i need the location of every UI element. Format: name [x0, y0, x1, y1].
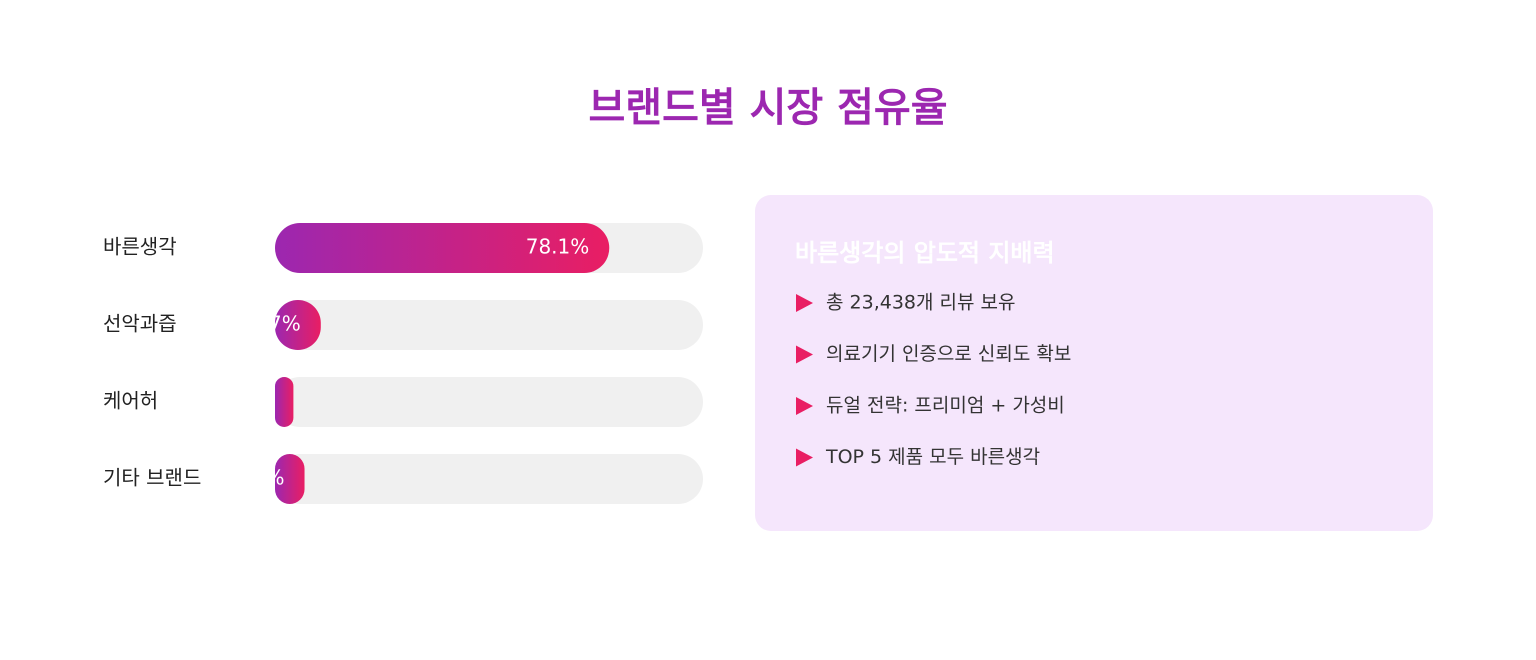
bar-value-label: 10.7% — [237, 312, 301, 336]
bar-track — [275, 454, 703, 504]
bar-track — [275, 300, 703, 350]
bar — [275, 454, 305, 504]
bullet-arrow — [796, 448, 813, 467]
bullet-arrow — [796, 397, 813, 415]
category-label: 선악과즙 — [103, 312, 177, 336]
bar-value-label: 6.9% — [234, 466, 285, 490]
bar-value-label: 78.1% — [526, 235, 590, 259]
insight-panel — [755, 195, 1433, 531]
panel-item: 듀얼 전략: 프리미엄 + 가성비 — [826, 395, 1065, 417]
category-label: 바른생각 — [103, 235, 177, 259]
bar-track — [275, 377, 703, 427]
panel-item: 총 23,438개 리뷰 보유 — [826, 292, 1015, 314]
panel-item: TOP 5 제품 모두 바른생각 — [825, 446, 1040, 468]
panel-title: 바른생각의 압도적 지배력 — [795, 239, 1055, 267]
category-label: 기타 브랜드 — [103, 466, 201, 490]
bar — [275, 300, 321, 350]
chart-title: 브랜드별 시장 점유율 — [588, 85, 947, 131]
bar-value-label: 4.3% — [223, 389, 274, 413]
bar — [275, 377, 294, 427]
bar — [275, 223, 610, 273]
panel-item: 의료기기 인증으로 신뢰도 확보 — [826, 343, 1071, 365]
bullet-arrow — [796, 345, 813, 364]
bullet-arrow — [796, 294, 813, 312]
category-label: 케어허 — [103, 389, 158, 413]
